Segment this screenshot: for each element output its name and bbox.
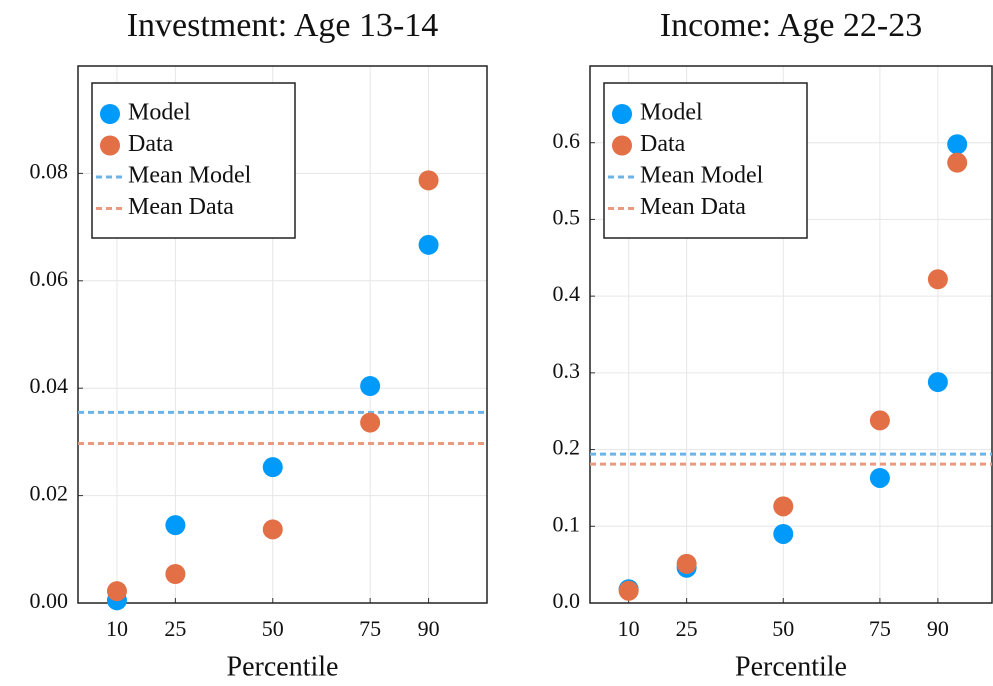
scatter-point (262, 457, 283, 478)
legend-label: Model (640, 100, 703, 126)
legend-marker (100, 104, 120, 124)
x-tick-label: 90 (418, 616, 440, 641)
y-tick-label: 0.1 (553, 511, 581, 536)
chart-title: Income: Age 22-23 (660, 7, 923, 44)
y-tick-label: 0.00 (30, 588, 69, 613)
plot-frame (589, 65, 993, 604)
plot-frame (77, 65, 488, 604)
y-tick-label: 0.4 (553, 281, 581, 306)
y-tick-label: 0.2 (553, 435, 581, 460)
scatter-point (773, 523, 794, 544)
scatter-point (360, 412, 381, 433)
x-tick-label: 90 (927, 616, 949, 641)
y-tick-label: 0.08 (30, 158, 69, 183)
scatter-point (418, 170, 439, 191)
chart-title: Investment: Age 13-14 (127, 7, 439, 44)
scatter-point (418, 234, 439, 255)
y-tick-label: 0.06 (30, 266, 69, 291)
scatter-point (927, 269, 948, 290)
x-tick-label: 10 (618, 616, 640, 641)
x-tick-label: 50 (772, 616, 794, 641)
legend-marker (612, 104, 632, 124)
legend-label: Mean Model (640, 163, 764, 189)
legend-marker (100, 135, 120, 156)
legend-label: Mean Model (128, 163, 252, 189)
legend-box (91, 82, 296, 239)
scatter-point (869, 467, 890, 488)
x-tick-label: 10 (106, 616, 128, 641)
scatter-point (262, 519, 283, 540)
scatter-point (165, 515, 186, 536)
legend-marker (612, 135, 632, 156)
legend-label: Model (128, 100, 191, 126)
x-tick-label: 25 (676, 616, 698, 641)
legend-label: Mean Data (128, 194, 234, 220)
scatter-point (618, 580, 639, 601)
legend-box (603, 82, 808, 239)
scatter-point (927, 372, 948, 393)
legend-label: Data (640, 131, 686, 157)
scatter-point (947, 134, 968, 155)
x-axis-label: Percentile (735, 651, 847, 682)
x-tick-label: 25 (164, 616, 186, 641)
scatter-point (360, 376, 381, 397)
x-tick-label: 50 (262, 616, 284, 641)
y-tick-label: 0.04 (30, 373, 69, 398)
scatter-point (165, 564, 186, 585)
legend-label: Data (128, 131, 174, 157)
x-tick-label: 75 (869, 616, 891, 641)
scatter-point (947, 152, 968, 173)
scatter-point (106, 581, 127, 602)
y-tick-label: 0.0 (553, 588, 581, 613)
y-tick-label: 0.02 (30, 481, 69, 506)
legend-label: Mean Data (640, 194, 746, 220)
y-tick-label: 0.5 (553, 204, 581, 229)
x-tick-label: 75 (359, 616, 381, 641)
x-axis-label: Percentile (227, 651, 339, 682)
y-tick-label: 0.3 (553, 358, 581, 383)
scatter-point (773, 496, 794, 517)
scatter-point (869, 410, 890, 431)
y-tick-label: 0.6 (553, 128, 581, 153)
scatter-point (676, 553, 697, 574)
